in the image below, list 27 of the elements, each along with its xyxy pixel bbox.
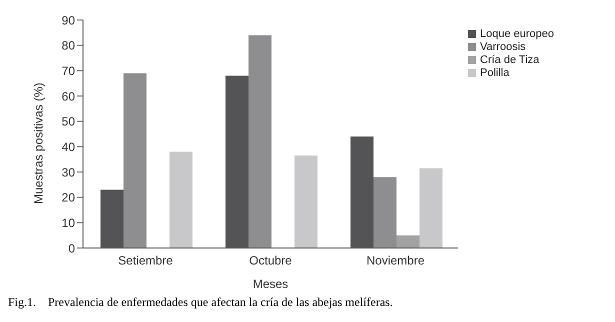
bar <box>294 156 318 248</box>
y-tick-label: 70 <box>62 64 76 78</box>
y-tick-label: 40 <box>62 140 76 154</box>
bar <box>170 152 192 248</box>
legend-label: Polilla <box>480 67 510 79</box>
y-tick-label: 60 <box>62 89 76 104</box>
bar <box>396 235 420 248</box>
legend-label: Cría de Tiza <box>480 54 540 66</box>
x-tick-label: Noviembre <box>366 254 425 268</box>
x-axis-title: Meses <box>252 277 288 291</box>
bar <box>248 35 272 248</box>
x-tick-label: Setiembre <box>118 254 174 268</box>
bar <box>124 73 146 248</box>
y-tick-label: 90 <box>62 13 76 28</box>
y-tick-label: 30 <box>62 165 76 180</box>
legend-label: Varroosis <box>480 41 526 53</box>
y-axis-title: Muestras positivas (%) <box>31 82 46 204</box>
legend-label: Loque europeo <box>480 28 554 40</box>
x-tick-label: Octubre <box>249 254 292 268</box>
y-tick-label: 0 <box>68 241 76 256</box>
y-tick-label: 10 <box>62 216 76 230</box>
y-tick-label: 50 <box>62 114 76 129</box>
caption: Fig.1. Prevalencia de enfermedades que afectan la cría de las abejas melíferas. <box>8 295 394 310</box>
y-tick-label: 80 <box>62 38 76 53</box>
bar <box>374 177 396 248</box>
y-tick-label: 20 <box>62 190 76 205</box>
bar <box>420 168 442 248</box>
